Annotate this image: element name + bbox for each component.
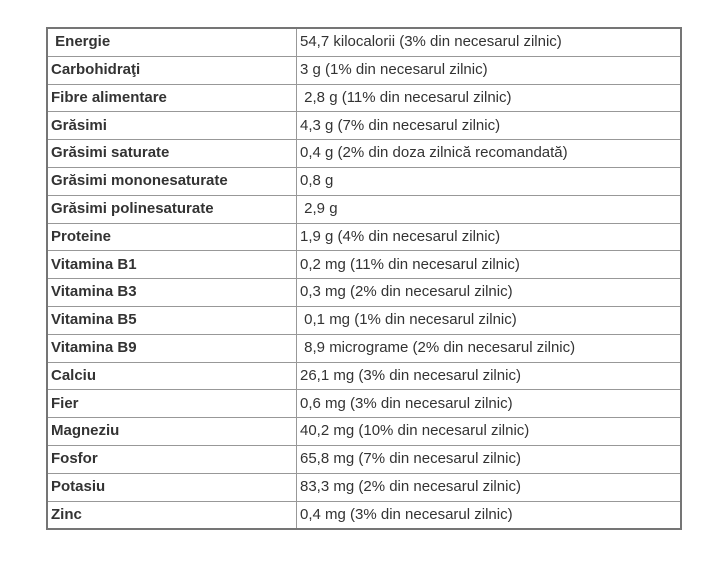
nutrient-value: 0,2 mg (11% din necesarul zilnic) — [296, 250, 682, 280]
table-row: Grăsimi polinesaturate 2,9 g — [46, 194, 682, 224]
table-row: Potasiu 83,3 mg (2% din necesarul zilnic) — [46, 472, 682, 502]
table-row: Carbohidraţi 3 g (1% din necesarul zilnic… — [46, 55, 682, 85]
nutrient-value: 40,2 mg (10% din necesarul zilnic) — [296, 417, 682, 446]
nutrient-value: 0,4 g (2% din doza zilnică recomandată) — [296, 139, 682, 168]
nutrient-label: Proteine — [46, 222, 297, 252]
nutrient-label: Carbohidraţi — [46, 55, 297, 85]
nutrient-label: Vitamina B5 — [46, 305, 297, 335]
nutrient-value: 26,1 mg (3% din necesarul zilnic) — [296, 361, 682, 391]
nutrient-label: Fosfor — [46, 444, 297, 474]
nutrient-label: Potasiu — [46, 472, 297, 502]
nutrient-value: 0,3 mg (2% din necesarul zilnic) — [296, 278, 682, 307]
nutrient-label: Energie — [46, 27, 297, 57]
table-row: Fosfor 65,8 mg (7% din necesarul zilnic) — [46, 444, 682, 474]
table-row: Vitamina B5 0,1 mg (1% din necesarul zil… — [46, 305, 682, 335]
nutrient-label: Calciu — [46, 361, 297, 391]
nutrient-label: Zinc — [46, 500, 297, 530]
nutrient-value: 0,8 g — [296, 166, 682, 196]
table-row: Grăsimi 4,3 g (7% din necesarul zilnic) — [46, 111, 682, 141]
table-row: Proteine 1,9 g (4% din necesarul zilnic) — [46, 222, 682, 252]
nutrient-label: Vitamina B1 — [46, 250, 297, 280]
table-row: Calciu 26,1 mg (3% din necesarul zilnic) — [46, 361, 682, 391]
table-row: Magneziu 40,2 mg (10% din necesarul zilni… — [46, 417, 682, 446]
table-row: Vitamina B3 0,3 mg (2% din necesarul ziln… — [46, 278, 682, 307]
nutrient-label: Vitamina B3 — [46, 278, 297, 307]
table-row: Vitamina B1 0,2 mg (11% din necesarul zil… — [46, 250, 682, 280]
nutrient-value: 2,8 g (11% din necesarul zilnic) — [296, 83, 682, 113]
nutrient-value: 65,8 mg (7% din necesarul zilnic) — [296, 444, 682, 474]
nutrition-table-body: Energie 54,7 kilocalorii (3% din necesaru… — [46, 27, 682, 530]
nutrient-value: 8,9 micrograme (2% din necesarul zilnic) — [296, 333, 682, 363]
nutrient-label: Fibre alimentare — [46, 83, 297, 113]
nutrient-label: Grăsimi mononesaturate — [46, 166, 297, 196]
nutrient-value: 0,1 mg (1% din necesarul zilnic) — [296, 305, 682, 335]
nutrient-value: 83,3 mg (2% din necesarul zilnic) — [296, 472, 682, 502]
nutrient-label: Vitamina B9 — [46, 333, 297, 363]
nutrient-label: Fier — [46, 389, 297, 419]
nutrient-value: 3 g (1% din necesarul zilnic) — [296, 55, 682, 85]
table-row: Fibre alimentare 2,8 g (11% din necesaru… — [46, 83, 682, 113]
nutrient-label: Grăsimi polinesaturate — [46, 194, 297, 224]
nutrient-value: 0,6 mg (3% din necesarul zilnic) — [296, 389, 682, 419]
nutrient-label: Grăsimi saturate — [46, 139, 297, 168]
nutrient-value: 1,9 g (4% din necesarul zilnic) — [296, 222, 682, 252]
nutrient-value: 2,9 g — [296, 194, 682, 224]
table-row: Grăsimi saturate 0,4 g (2% din doza zilni… — [46, 139, 682, 168]
nutrient-label: Magneziu — [46, 417, 297, 446]
table-row: Zinc 0,4 mg (3% din necesarul zilnic) — [46, 500, 682, 530]
nutrient-value: 54,7 kilocalorii (3% din necesarul zilni… — [296, 27, 682, 57]
table-row: Energie 54,7 kilocalorii (3% din necesaru… — [46, 27, 682, 57]
nutrient-value: 4,3 g (7% din necesarul zilnic) — [296, 111, 682, 141]
nutrition-table: Energie 54,7 kilocalorii (3% din necesaru… — [46, 27, 682, 531]
table-row: Grăsimi mononesaturate 0,8 g — [46, 166, 682, 196]
nutrient-value: 0,4 mg (3% din necesarul zilnic) — [296, 500, 682, 530]
nutrient-label: Grăsimi — [46, 111, 297, 141]
table-row: Fier 0,6 mg (3% din necesarul zilnic) — [46, 389, 682, 419]
table-row: Vitamina B9 8,9 micrograme (2% din neces… — [46, 333, 682, 363]
